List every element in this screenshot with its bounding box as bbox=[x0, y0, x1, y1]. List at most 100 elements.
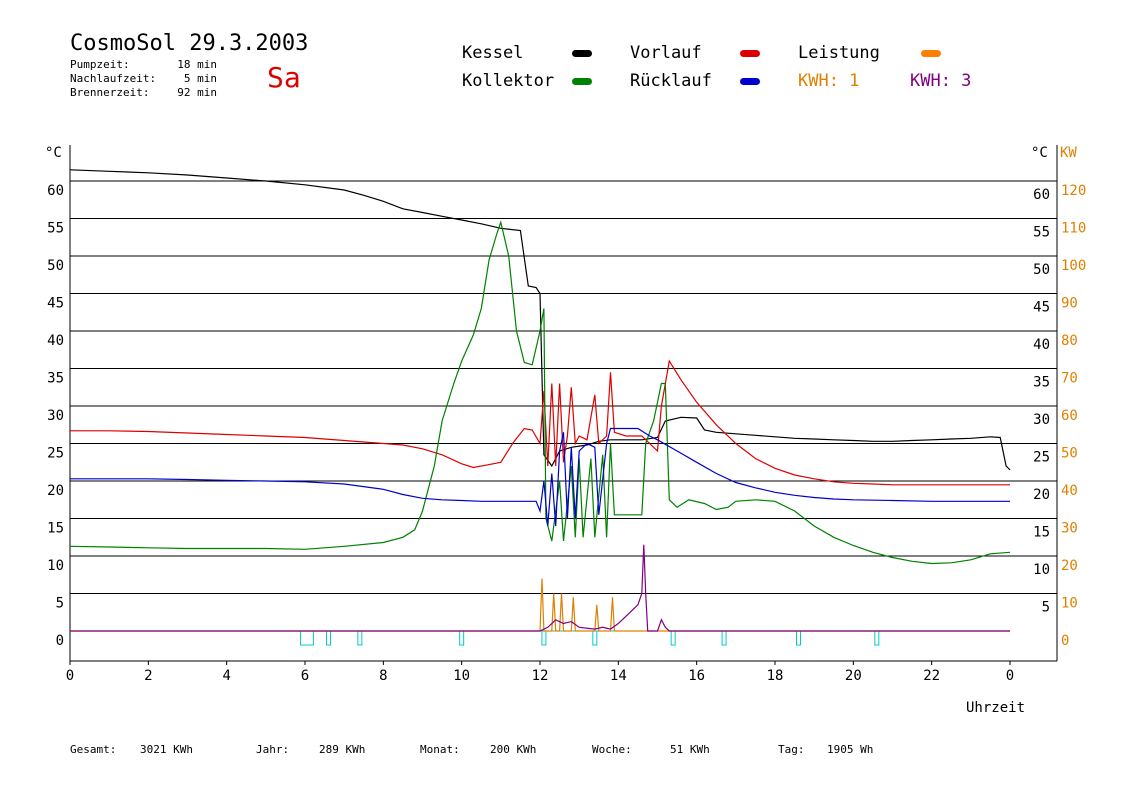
stat-value-brennerzeit: 92 min bbox=[177, 86, 217, 99]
y-tick-label-right: 10 bbox=[1033, 562, 1050, 578]
series-line-kwh-3 bbox=[70, 544, 1010, 632]
y-tick-label-left: 50 bbox=[47, 258, 64, 274]
pump-marks bbox=[299, 630, 880, 646]
footer-label-woche: Woche: bbox=[592, 743, 632, 756]
pump-mark bbox=[721, 630, 727, 646]
y-tick-label-right: 55 bbox=[1033, 225, 1050, 241]
footer-value-tag: 1905 Wh bbox=[827, 743, 874, 756]
y-tick-label-left: 5 bbox=[56, 596, 64, 612]
y-tick-label-right: 25 bbox=[1033, 450, 1050, 466]
tick-labels: 0 2 4 6 8 10 12 14 16 18 20 22 0 0 5 10 15 20 25 30 35 40 45 50… bbox=[47, 183, 1086, 684]
legend-swatch-kessel bbox=[572, 50, 592, 57]
stat-value-pumpzeit: 18 min bbox=[177, 58, 217, 71]
footer-label-tag: Tag: bbox=[778, 743, 805, 756]
y-tick-label-left: 15 bbox=[47, 521, 64, 537]
series-line-kollektor bbox=[69, 220, 1011, 565]
x-tick-label: 10 bbox=[453, 668, 470, 684]
legend-label-ruecklauf: Rücklauf bbox=[630, 71, 712, 91]
pump-mark bbox=[874, 630, 880, 646]
x-tick-label: 22 bbox=[923, 668, 940, 684]
chart: 0 2 4 6 8 10 12 14 16 18 20 22 0 0 5 10 15 20 25 30 35 40 45 50… bbox=[47, 145, 1086, 684]
series-line-kwh-1 bbox=[70, 578, 1010, 632]
footer-value-jahr: 289 KWh bbox=[319, 743, 366, 756]
y-tick-label-left: 35 bbox=[47, 371, 64, 387]
y-tick-label-right: 15 bbox=[1033, 525, 1050, 541]
x-tick-label: 20 bbox=[845, 668, 862, 684]
y-axis-unit-right: °C bbox=[1031, 145, 1048, 161]
y-tick-label-power: 30 bbox=[1061, 521, 1078, 537]
y-tick-label-power: 110 bbox=[1061, 221, 1086, 237]
y-tick-label-right: 5 bbox=[1042, 600, 1050, 616]
legend-label-kwh3: KWH: 3 bbox=[910, 71, 972, 91]
y-tick-label-right: 30 bbox=[1033, 412, 1050, 428]
stat-label-pumpzeit: Pumpzeit: bbox=[70, 58, 130, 71]
footer-label-jahr: Jahr: bbox=[256, 743, 290, 756]
x-axis-label: Uhrzeit bbox=[966, 700, 1026, 716]
y-tick-label-power: 80 bbox=[1061, 333, 1078, 349]
x-tick-label: 12 bbox=[532, 668, 549, 684]
y-tick-label-right: 45 bbox=[1033, 300, 1050, 316]
legend-label-kessel: Kessel bbox=[462, 43, 524, 63]
y-tick-label-left: 60 bbox=[47, 183, 64, 199]
weekday-label: Sa bbox=[267, 61, 301, 94]
pump-mark bbox=[592, 630, 598, 646]
stat-label-nachlaufzeit: Nachlaufzeit: bbox=[70, 72, 157, 85]
y-tick-label-right: 20 bbox=[1033, 487, 1050, 503]
y-tick-label-right: 50 bbox=[1033, 262, 1050, 278]
legend-swatch-leistung bbox=[921, 50, 941, 57]
y-tick-label-power: 40 bbox=[1061, 483, 1078, 499]
x-tick-label: 2 bbox=[144, 668, 152, 684]
y-tick-label-power: 100 bbox=[1061, 258, 1086, 274]
x-tick-label: 6 bbox=[301, 668, 309, 684]
y-tick-label-power: 50 bbox=[1061, 446, 1078, 462]
series-line-r-cklauf bbox=[70, 427, 1010, 527]
pump-mark bbox=[357, 630, 363, 646]
pump-mark bbox=[541, 630, 547, 646]
stat-value-nachlaufzeit: 5 min bbox=[183, 72, 217, 85]
y-tick-label-left: 45 bbox=[47, 296, 64, 312]
y-tick-label-power: 10 bbox=[1061, 596, 1078, 612]
x-tick-label: 0 bbox=[66, 668, 74, 684]
stat-label-brennerzeit: Brennerzeit: bbox=[70, 86, 150, 99]
legend-label-kwh1: KWH: 1 bbox=[798, 71, 860, 91]
x-tick-label: 4 bbox=[222, 668, 230, 684]
axes bbox=[69, 145, 1058, 665]
x-tick-label: 8 bbox=[379, 668, 387, 684]
legend-swatch-kollektor bbox=[572, 78, 592, 85]
legend-swatch-ruecklauf bbox=[740, 78, 760, 85]
footer-label-monat: Monat: bbox=[420, 743, 460, 756]
y-tick-label-power: 70 bbox=[1061, 371, 1078, 387]
footer-value-monat: 200 KWh bbox=[490, 743, 537, 756]
y-tick-label-power: 60 bbox=[1061, 408, 1078, 424]
y-axis-unit-power: KW bbox=[1060, 145, 1077, 161]
y-tick-label-left: 20 bbox=[47, 483, 64, 499]
chart-title: CosmoSol 29.3.2003 bbox=[70, 31, 309, 56]
y-axis-unit-left: °C bbox=[45, 145, 62, 161]
footer-label-gesamt: Gesamt: bbox=[70, 743, 117, 756]
legend-label-vorlauf: Vorlauf bbox=[630, 43, 702, 63]
legend-swatch-vorlauf bbox=[740, 50, 760, 57]
pump-mark bbox=[796, 630, 801, 646]
y-tick-label-left: 10 bbox=[47, 558, 64, 574]
y-tick-label-power: 0 bbox=[1061, 633, 1069, 649]
y-tick-label-right: 40 bbox=[1033, 337, 1050, 353]
footer-value-woche: 51 KWh bbox=[670, 743, 710, 756]
legend-label-kollektor: Kollektor bbox=[462, 71, 555, 91]
y-tick-label-right: 35 bbox=[1033, 375, 1050, 391]
pump-mark bbox=[326, 630, 331, 646]
pump-mark bbox=[459, 630, 465, 646]
footer-value-gesamt: 3021 KWh bbox=[140, 743, 193, 756]
y-tick-label-left: 30 bbox=[47, 408, 64, 424]
series-lines bbox=[69, 169, 1011, 632]
x-tick-label: 14 bbox=[610, 668, 627, 684]
pump-mark bbox=[299, 630, 314, 646]
y-tick-label-left: 0 bbox=[56, 633, 64, 649]
x-tick-label: 18 bbox=[767, 668, 784, 684]
y-tick-label-left: 40 bbox=[47, 333, 64, 349]
legend-label-leistung: Leistung bbox=[798, 43, 880, 63]
x-tick-label: 16 bbox=[688, 668, 705, 684]
y-tick-label-power: 90 bbox=[1061, 296, 1078, 312]
pump-mark bbox=[670, 630, 676, 646]
series-line-kessel bbox=[69, 169, 1011, 471]
y-tick-label-power: 120 bbox=[1061, 183, 1086, 199]
